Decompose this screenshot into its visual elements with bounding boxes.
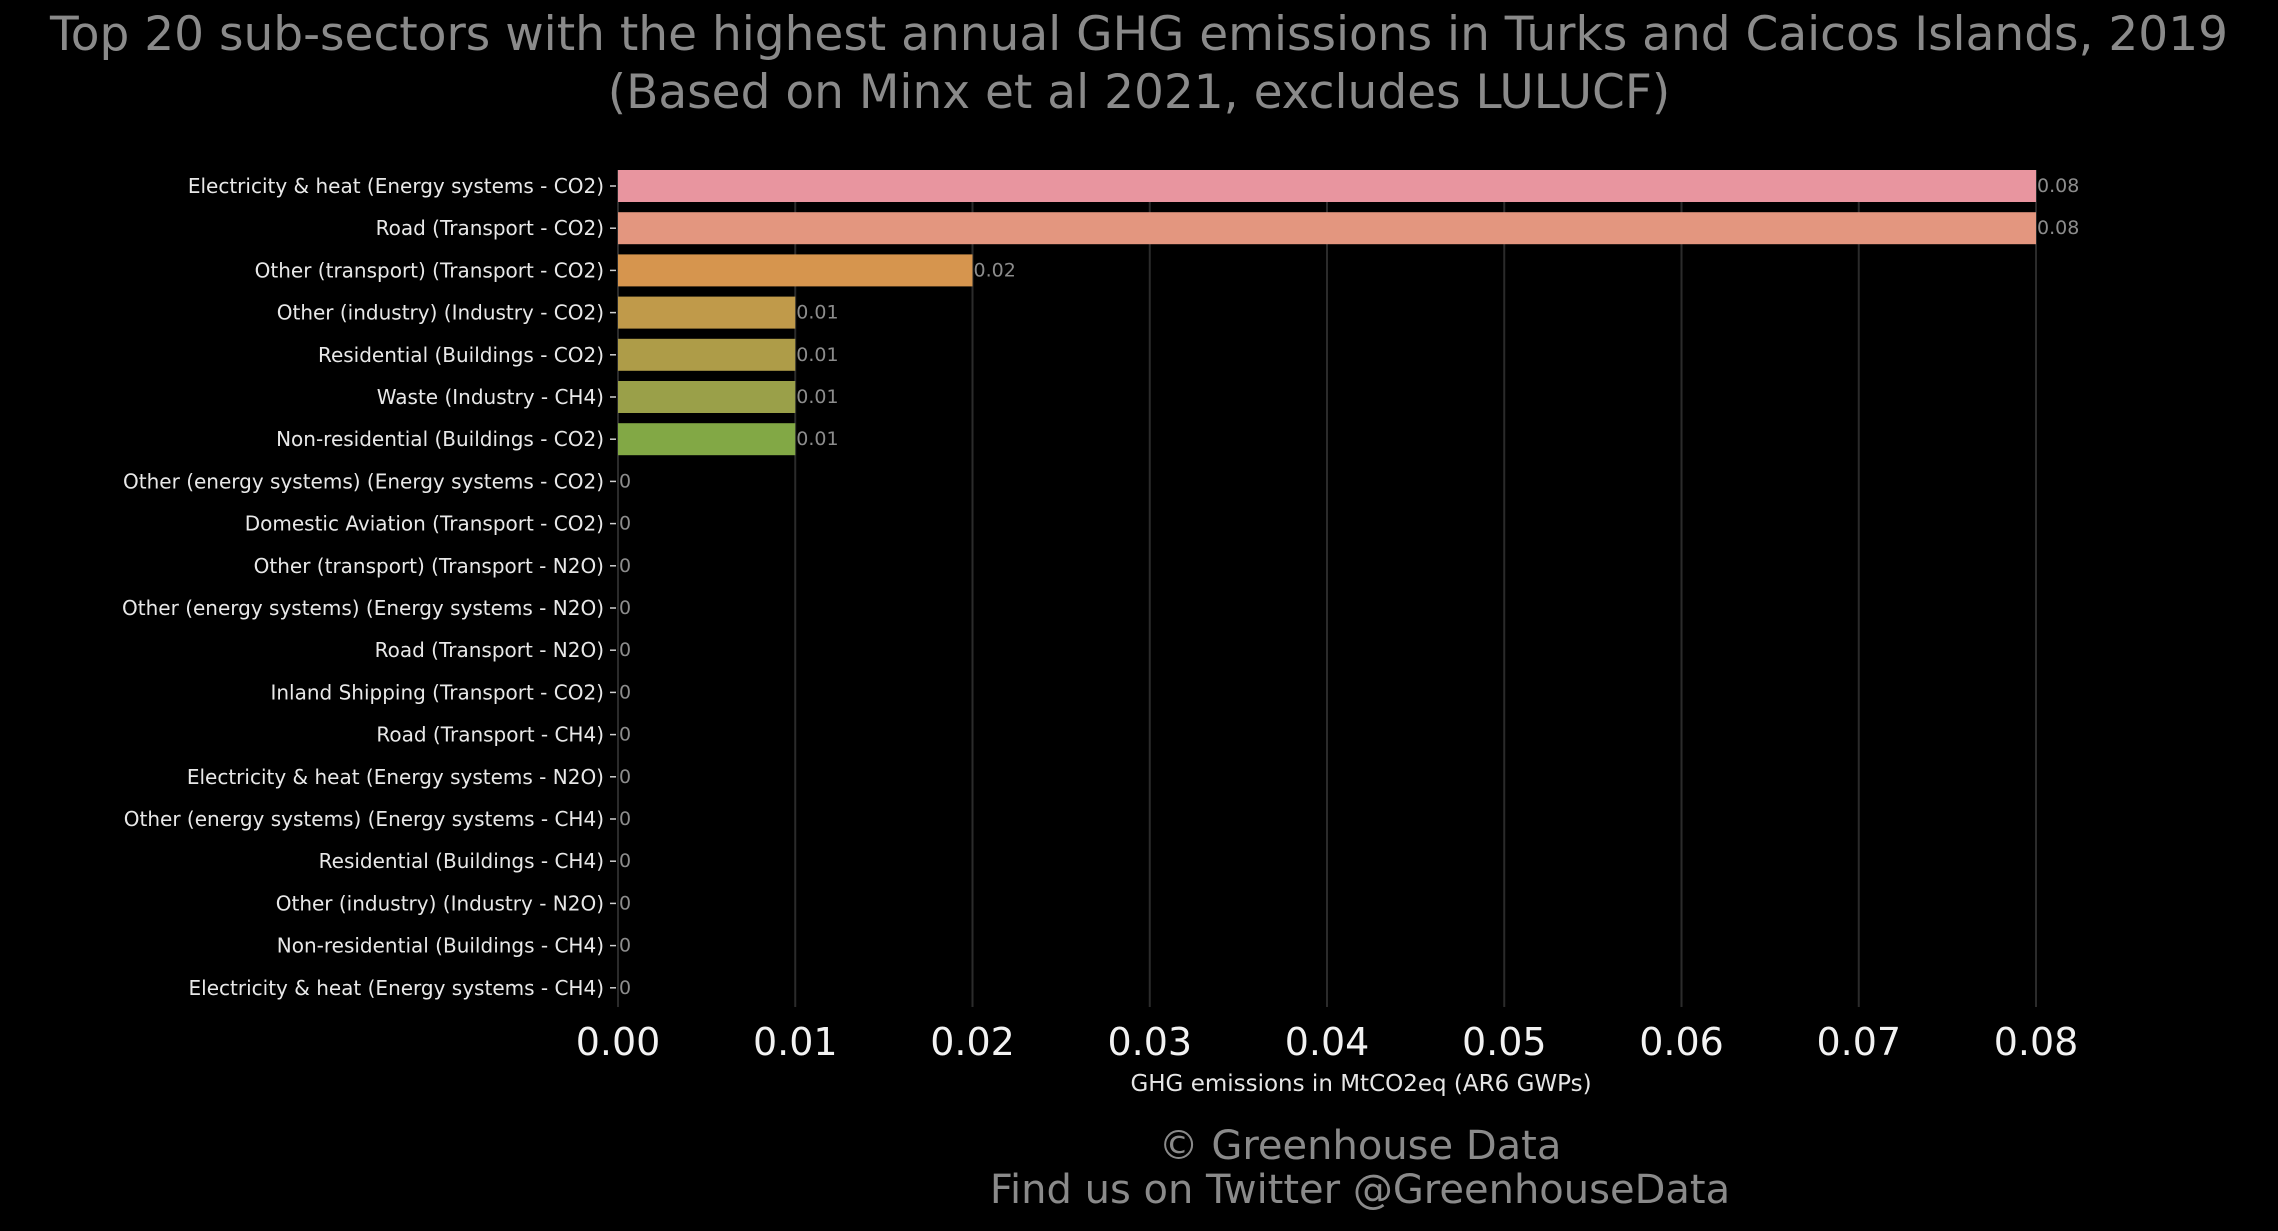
category-label: Other (energy systems) (Energy systems -… [124, 807, 604, 831]
category-label: Electricity & heat (Energy systems - CH4… [189, 976, 604, 1000]
bar [618, 212, 2036, 245]
bar [618, 296, 796, 329]
bar [618, 170, 2036, 202]
bar [618, 423, 796, 456]
footer-copyright: © Greenhouse Data [1158, 1123, 1562, 1169]
category-label: Other (energy systems) (Energy systems -… [123, 469, 604, 493]
category-label: Road (Transport - CO2) [376, 216, 604, 240]
footer: © Greenhouse Data Find us on Twitter @Gr… [0, 1124, 2278, 1212]
category-label: Electricity & heat (Energy systems - CO2… [188, 174, 604, 198]
category-labels: Electricity & heat (Energy systems - CO2… [122, 174, 616, 1000]
data-label: 0.01 [796, 428, 838, 450]
category-label: Waste (Industry - CH4) [377, 385, 604, 409]
bars [618, 170, 2036, 456]
category-label: Residential (Buildings - CH4) [319, 849, 604, 873]
category-label: Road (Transport - N2O) [375, 638, 604, 662]
category-label: Domestic Aviation (Transport - CO2) [245, 512, 604, 536]
data-label: 0 [619, 977, 631, 999]
category-label: Electricity & heat (Energy systems - N2O… [187, 765, 604, 789]
chart-subtitle: (Based on Minx et al 2021, excludes LULU… [607, 65, 1671, 120]
chart-title: Top 20 sub-sectors with the highest annu… [49, 7, 2229, 62]
category-label: Non-residential (Buildings - CH4) [277, 934, 604, 958]
category-label: Residential (Buildings - CO2) [318, 343, 604, 367]
data-label: 0 [619, 766, 631, 788]
data-label: 0 [619, 681, 631, 703]
category-label: Other (industry) (Industry - CO2) [277, 301, 604, 325]
x-tick-label: 0.06 [1639, 1020, 1724, 1064]
data-label: 0 [619, 555, 631, 577]
data-label: 0.08 [2037, 217, 2079, 239]
bar [618, 338, 796, 371]
chart-title-block: Top 20 sub-sectors with the highest annu… [0, 6, 2278, 122]
x-axis-label: GHG emissions in MtCO2eq (AR6 GWPs) [1130, 1071, 1591, 1097]
data-label: 0 [619, 935, 631, 957]
data-label: 0 [619, 724, 631, 746]
data-label: 0.01 [796, 344, 838, 366]
data-label: 0.01 [796, 302, 838, 324]
category-label: Non-residential (Buildings - CO2) [276, 427, 604, 451]
data-label: 0 [619, 597, 631, 619]
category-label: Other (transport) (Transport - N2O) [254, 554, 604, 578]
category-label: Other (energy systems) (Energy systems -… [122, 596, 604, 620]
x-tick-label: 0.00 [576, 1020, 661, 1064]
footer-twitter: Find us on Twitter @GreenhouseData [989, 1167, 1731, 1213]
data-label: 0 [619, 808, 631, 830]
x-tick-labels: 0.00 0.01 0.02 0.03 0.04 0.05 0.06 0.07 0.08 [576, 1020, 2079, 1064]
category-label: Other (transport) (Transport - CO2) [255, 258, 604, 282]
data-label: 0 [619, 639, 631, 661]
category-label: Inland Shipping (Transport - CO2) [270, 680, 604, 704]
data-label: 0 [619, 513, 631, 535]
data-label: 0.08 [2037, 175, 2079, 197]
data-label: 0 [619, 892, 631, 914]
data-label: 0.02 [974, 259, 1016, 281]
bar [618, 381, 796, 413]
grid-lines [617, 170, 2037, 1007]
data-labels: 0.08 0.08 0.02 0.01 0.01 0.01 0.01 0 0 0 0 0 0 0 0 0 0 0 0… [619, 175, 2079, 999]
data-label: 0 [619, 470, 631, 492]
bar [618, 254, 973, 287]
category-label: Road (Transport - CH4) [376, 723, 604, 747]
x-tick-label: 0.01 [753, 1020, 838, 1064]
x-tick-label: 0.08 [1994, 1020, 2079, 1064]
category-label: Other (industry) (Industry - N2O) [276, 891, 604, 915]
x-tick-label: 0.02 [930, 1020, 1015, 1064]
x-tick-label: 0.03 [1107, 1020, 1192, 1064]
data-label: 0.01 [796, 386, 838, 408]
x-tick-label: 0.04 [1285, 1020, 1370, 1064]
x-tick-label: 0.07 [1816, 1020, 1901, 1064]
x-tick-label: 0.05 [1462, 1020, 1547, 1064]
data-label: 0 [619, 850, 631, 872]
